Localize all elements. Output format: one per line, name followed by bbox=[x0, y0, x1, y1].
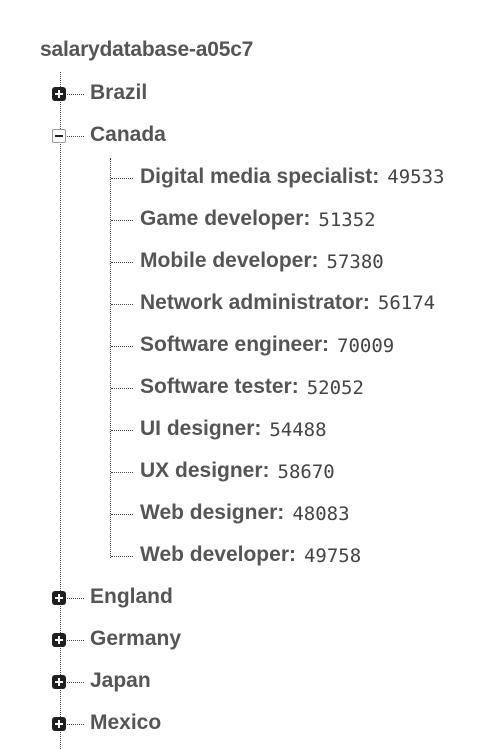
leaf-content: Digital media specialist: 49533 bbox=[140, 165, 452, 189]
leaf-connector bbox=[111, 430, 133, 431]
leaf-connector bbox=[111, 472, 133, 473]
node-label-mexico[interactable]: Mexico bbox=[90, 711, 161, 735]
node-label-germany[interactable]: Germany bbox=[90, 627, 181, 651]
leaf-connector bbox=[111, 262, 133, 263]
leaf-connector bbox=[111, 346, 133, 347]
expand-plus-icon[interactable] bbox=[52, 633, 66, 647]
leaf-connector bbox=[111, 304, 133, 305]
leaf-key: Software engineer: bbox=[140, 333, 329, 356]
tree-leaf[interactable]: Network administrator: 56174 bbox=[0, 283, 495, 325]
tree-node-england[interactable]: England bbox=[0, 577, 495, 619]
expand-plus-icon[interactable] bbox=[52, 591, 66, 605]
tree-leaf[interactable]: UI designer: 54488 bbox=[0, 409, 495, 451]
node-label-england[interactable]: England bbox=[90, 585, 173, 609]
tree-leaf[interactable]: UX designer: 58670 bbox=[0, 451, 495, 493]
database-root-title[interactable]: salarydatabase-a05c7 bbox=[40, 38, 253, 62]
leaf-key: UX designer: bbox=[140, 459, 270, 482]
leaf-key: Web developer: bbox=[140, 543, 296, 566]
leaf-connector bbox=[111, 388, 133, 389]
node-connector bbox=[67, 136, 84, 137]
leaf-content: UI designer: 54488 bbox=[140, 417, 452, 441]
leaf-key: Game developer: bbox=[140, 207, 310, 230]
leaf-key: Digital media specialist: bbox=[140, 165, 379, 188]
leaf-value[interactable]: 51352 bbox=[318, 209, 378, 231]
leaf-content: Web developer: 49758 bbox=[140, 543, 452, 567]
leaf-value[interactable]: 48083 bbox=[292, 503, 352, 525]
node-connector bbox=[67, 598, 84, 599]
node-label-japan[interactable]: Japan bbox=[90, 669, 151, 693]
expand-plus-icon[interactable] bbox=[52, 87, 66, 101]
leaf-content: Mobile developer: 57380 bbox=[140, 249, 452, 273]
leaf-content: Game developer: 51352 bbox=[140, 207, 452, 231]
leaf-connector bbox=[111, 178, 133, 179]
tree-leaf[interactable]: Software engineer: 70009 bbox=[0, 325, 495, 367]
leaf-connector bbox=[111, 220, 133, 221]
leaf-key: Network administrator: bbox=[140, 291, 370, 314]
leaf-key: Web designer: bbox=[140, 501, 284, 524]
leaf-value[interactable]: 56174 bbox=[378, 292, 435, 314]
node-connector bbox=[67, 94, 84, 95]
expand-plus-icon[interactable] bbox=[52, 675, 66, 689]
leaf-content: Software engineer: 70009 bbox=[140, 333, 452, 357]
node-label-brazil[interactable]: Brazil bbox=[90, 81, 147, 105]
leaf-content: Network administrator: 56174 bbox=[140, 291, 452, 315]
leaf-value[interactable]: 49758 bbox=[304, 545, 364, 567]
tree-node-japan[interactable]: Japan bbox=[0, 661, 495, 703]
tree-leaf[interactable]: Web designer: 48083 bbox=[0, 493, 495, 535]
collapse-minus-icon[interactable] bbox=[52, 129, 66, 143]
leaf-key: UI designer: bbox=[140, 417, 261, 440]
tree-node-brazil[interactable]: Brazil bbox=[0, 73, 495, 115]
leaf-value[interactable]: 58670 bbox=[278, 461, 338, 483]
node-connector bbox=[67, 682, 84, 683]
tree-node-germany[interactable]: Germany bbox=[0, 619, 495, 661]
leaf-connector bbox=[111, 556, 133, 557]
leaf-content: Web designer: 48083 bbox=[140, 501, 452, 525]
node-label-canada[interactable]: Canada bbox=[90, 123, 166, 147]
leaf-key: Software tester: bbox=[140, 375, 299, 398]
tree-leaf[interactable]: Game developer: 51352 bbox=[0, 199, 495, 241]
node-connector bbox=[67, 724, 84, 725]
leaf-value[interactable]: 49533 bbox=[387, 166, 444, 188]
tree-node-canada[interactable]: Canada bbox=[0, 115, 495, 157]
leaf-connector bbox=[111, 514, 133, 515]
tree-leaf[interactable]: Mobile developer: 57380 bbox=[0, 241, 495, 283]
leaf-content: UX designer: 58670 bbox=[140, 459, 452, 483]
leaf-value[interactable]: 52052 bbox=[307, 377, 367, 399]
tree-leaf[interactable]: Web developer: 49758 bbox=[0, 535, 495, 577]
leaf-key: Mobile developer: bbox=[140, 249, 319, 272]
leaf-content: Software tester: 52052 bbox=[140, 375, 452, 399]
tree-leaf[interactable]: Digital media specialist: 49533 bbox=[0, 157, 495, 199]
leaf-value[interactable]: 57380 bbox=[327, 251, 387, 273]
tree-node-mexico[interactable]: Mexico bbox=[0, 703, 495, 745]
node-connector bbox=[67, 640, 84, 641]
leaf-value[interactable]: 54488 bbox=[269, 419, 329, 441]
expand-plus-icon[interactable] bbox=[52, 717, 66, 731]
leaf-value[interactable]: 70009 bbox=[337, 335, 397, 357]
tree-leaf[interactable]: Software tester: 52052 bbox=[0, 367, 495, 409]
